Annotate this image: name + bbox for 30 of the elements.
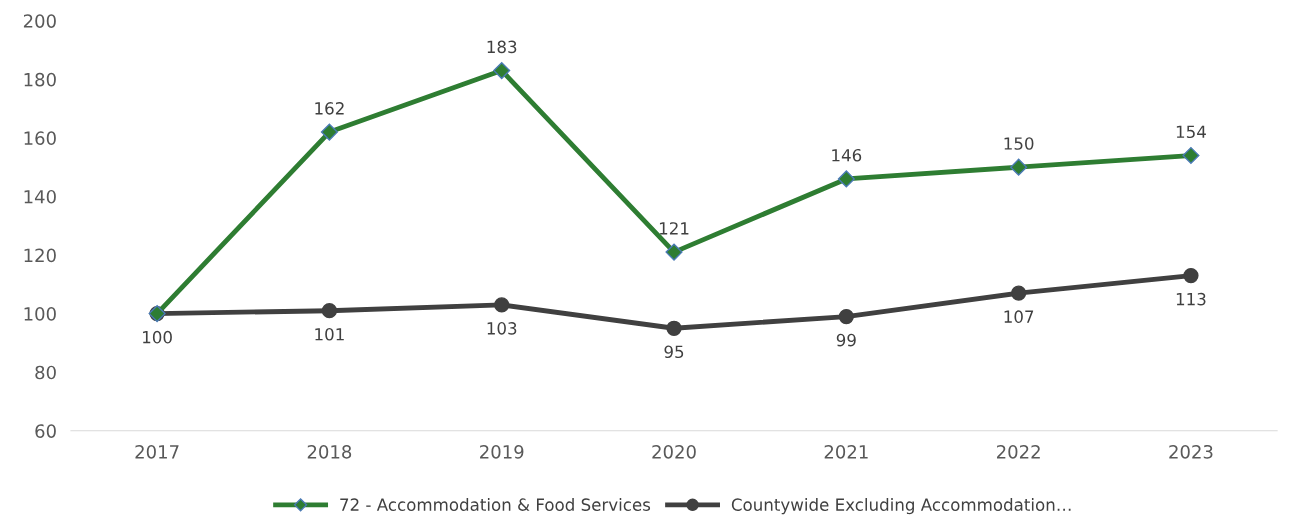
data-label: 101: [315, 327, 344, 341]
x-tick-label: 2021: [824, 444, 868, 459]
y-tick-label: 80: [35, 365, 56, 380]
data-label: 162: [315, 102, 344, 115]
data-label: 146: [832, 148, 862, 162]
x-tick-label: 2022: [996, 444, 1040, 459]
data-label: 121: [659, 222, 689, 235]
x-tick-label: 2023: [1169, 444, 1213, 459]
data-label: 183: [487, 40, 517, 54]
y-tick-label: 200: [23, 14, 56, 28]
x-tick-label: 2017: [135, 444, 179, 459]
y-tick-label: 60: [35, 424, 56, 438]
data-label: 107: [1004, 310, 1034, 323]
y-tick-label: 160: [24, 131, 56, 146]
data-label: 150: [1004, 137, 1034, 150]
legend-label: Countywide Excluding Accommodation…: [731, 498, 1071, 515]
x-tick-label: 2020: [652, 444, 696, 459]
data-label: 100: [143, 330, 172, 344]
x-tick-label: 2019: [480, 444, 524, 459]
y-tick-label: 180: [24, 72, 56, 87]
y-tick-label: 120: [24, 248, 56, 263]
data-label: 154: [1176, 125, 1206, 139]
data-label: 95: [664, 345, 684, 359]
x-tick-label: 2018: [307, 444, 352, 459]
legend-label: 72 - Accommodation & Food Services: [340, 498, 651, 511]
data-label: 103: [487, 322, 517, 335]
data-label: 99: [836, 333, 856, 347]
y-tick-label: 140: [24, 189, 56, 204]
data-label: 113: [1176, 292, 1206, 306]
y-tick-label: 100: [24, 307, 56, 321]
